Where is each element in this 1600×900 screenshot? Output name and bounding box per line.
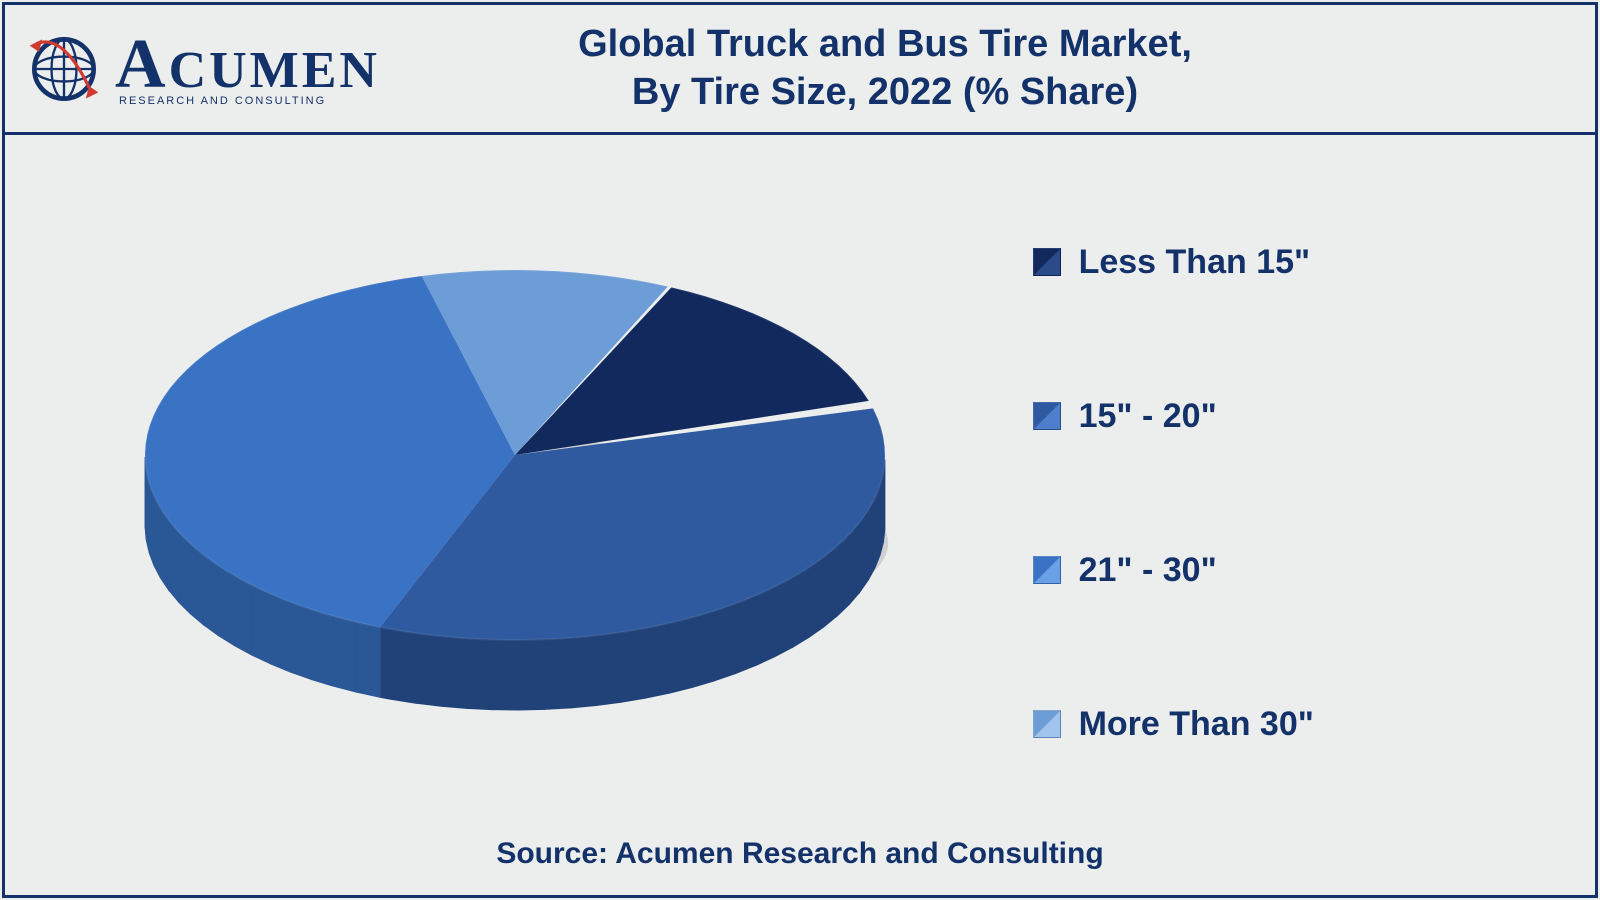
legend-swatch xyxy=(1033,556,1061,584)
legend: Less Than 15" 15" - 20" 21" - 30" More Than… xyxy=(1023,135,1595,821)
globe-icon xyxy=(25,30,103,108)
report-frame: ACUMEN RESEARCH AND CONSULTING Global Tr… xyxy=(2,2,1598,898)
legend-swatch xyxy=(1033,402,1061,430)
pie-chart xyxy=(5,135,1023,821)
brand-logo: ACUMEN RESEARCH AND CONSULTING xyxy=(25,30,395,108)
chart-body: Less Than 15" 15" - 20" 21" - 30" More Than… xyxy=(5,135,1595,821)
legend-item: 21" - 30" xyxy=(1033,551,1595,590)
legend-label: Less Than 15" xyxy=(1079,243,1311,282)
legend-label: 21" - 30" xyxy=(1079,551,1217,590)
brand-text: ACUMEN RESEARCH AND CONSULTING xyxy=(115,30,380,107)
legend-item: Less Than 15" xyxy=(1033,243,1595,282)
legend-item: 15" - 20" xyxy=(1033,397,1595,436)
legend-swatch xyxy=(1033,710,1061,738)
legend-item: More Than 30" xyxy=(1033,705,1595,744)
header: ACUMEN RESEARCH AND CONSULTING Global Tr… xyxy=(5,5,1595,135)
brand-tagline: RESEARCH AND CONSULTING xyxy=(119,96,380,107)
legend-label: More Than 30" xyxy=(1079,705,1314,744)
legend-swatch xyxy=(1033,248,1061,276)
brand-name: ACUMEN xyxy=(115,30,380,100)
legend-label: 15" - 20" xyxy=(1079,397,1217,436)
source-text: Source: Acumen Research and Consulting xyxy=(5,821,1595,895)
chart-title: Global Truck and Bus Tire Market, By Tir… xyxy=(395,21,1575,116)
pie-svg xyxy=(115,225,935,785)
